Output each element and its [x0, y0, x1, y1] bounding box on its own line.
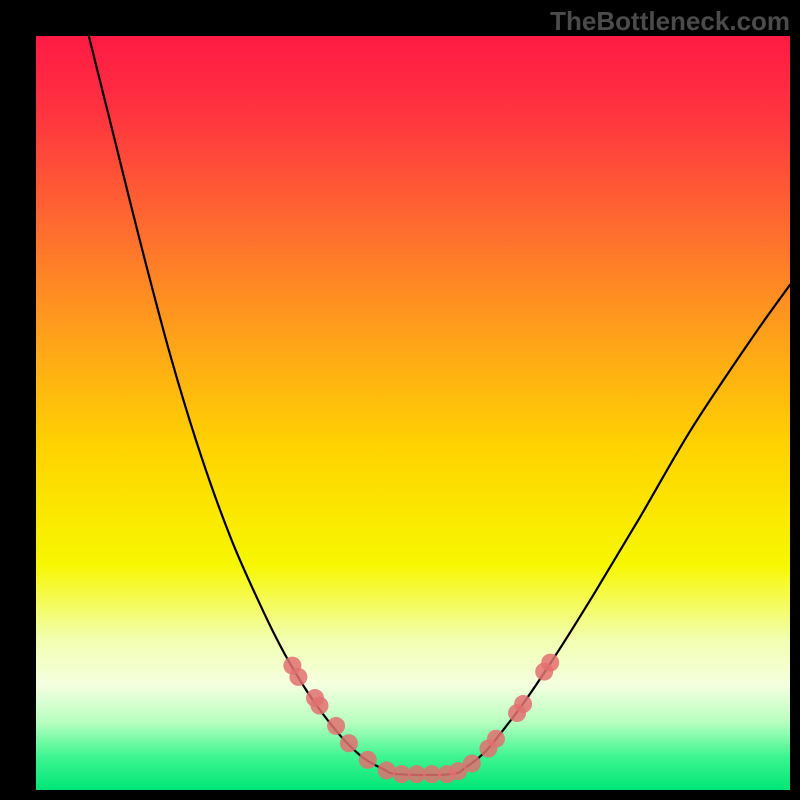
chart-container: TheBottleneck.com — [0, 0, 800, 800]
data-point — [311, 697, 329, 715]
data-point — [541, 654, 559, 672]
data-point — [487, 730, 505, 748]
data-point — [514, 695, 532, 713]
data-point — [359, 751, 377, 769]
data-point — [289, 668, 307, 686]
data-point — [378, 761, 396, 779]
bottleneck-curve — [89, 36, 790, 775]
plot-area — [36, 36, 790, 790]
chart-svg — [36, 36, 790, 790]
data-point — [463, 755, 481, 773]
data-point — [327, 717, 345, 735]
watermark-text: TheBottleneck.com — [550, 6, 790, 37]
data-point — [340, 734, 358, 752]
